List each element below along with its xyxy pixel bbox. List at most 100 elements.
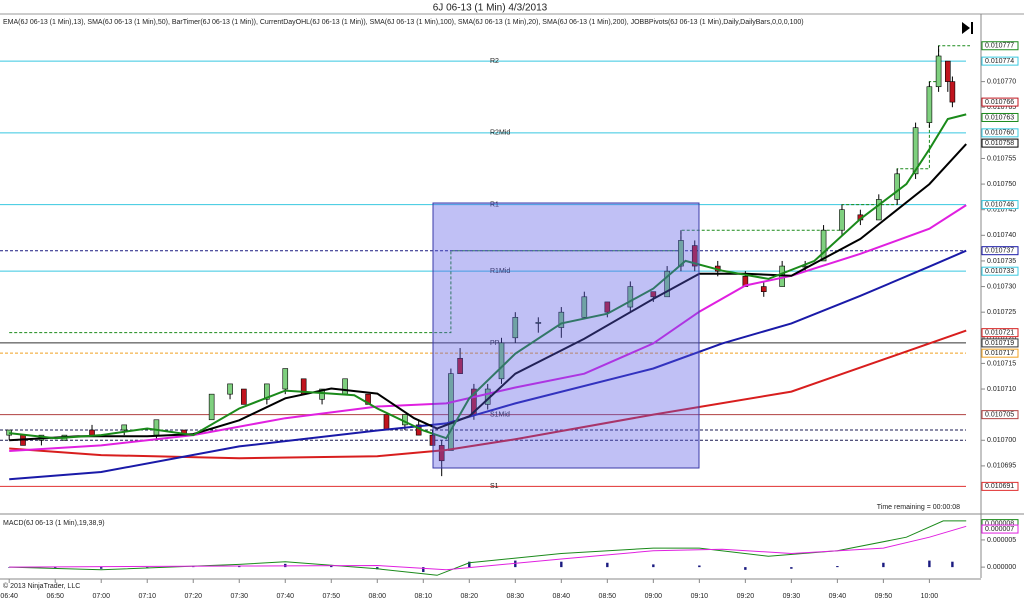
- candle-body: [153, 419, 160, 436]
- y-tick-label: 0.010745: [987, 207, 1016, 214]
- axis-marker: [981, 338, 1019, 348]
- axis-marker: [981, 56, 1019, 66]
- axis-marker: [981, 328, 1019, 338]
- histogram-bar: [652, 564, 655, 568]
- axis-marker-label: 0.010717: [985, 350, 1014, 357]
- axis-marker-label: 0.010705: [985, 411, 1014, 418]
- axis-marker: [981, 128, 1019, 138]
- candle-body: [535, 322, 542, 324]
- histogram-bar: [951, 561, 954, 568]
- x-tick-label: 07:00: [92, 593, 110, 600]
- axis-marker: [981, 481, 1019, 491]
- candle-body: [935, 55, 942, 88]
- axis-marker: [981, 200, 1019, 210]
- x-tick-label: 08:10: [415, 593, 433, 600]
- candle-body: [208, 393, 215, 421]
- x-tick-label: 06:40: [0, 593, 18, 600]
- candle-body: [512, 316, 519, 339]
- histogram-bar: [192, 566, 195, 568]
- histogram-bar: [376, 567, 379, 570]
- candle-body: [438, 445, 445, 462]
- level-label: R1: [490, 201, 499, 208]
- candle-body: [820, 229, 827, 262]
- axis-marker: [981, 266, 1019, 276]
- candle-body: [498, 342, 505, 380]
- candle-body: [581, 296, 588, 318]
- y-tick-label: 0.010715: [987, 360, 1016, 367]
- level-label: S1: [490, 483, 499, 490]
- y-tick-label: 0.000000: [987, 564, 1016, 571]
- histogram-bar: [744, 567, 747, 570]
- y-tick-label: 0.010735: [987, 258, 1016, 265]
- candle-body: [558, 311, 565, 328]
- candle-body: [342, 378, 348, 395]
- indicator-line: [9, 520, 967, 576]
- y-tick-label: 0.000005: [987, 537, 1016, 544]
- y-tick-label: 0.010695: [987, 463, 1016, 470]
- y-tick-label: 0.010720: [987, 335, 1016, 342]
- y-tick-label: 0.010770: [987, 78, 1016, 85]
- axis-marker-label: 0.010737: [985, 248, 1014, 255]
- axis-marker-label: 0.010721: [985, 330, 1014, 337]
- x-tick-label: 08:00: [369, 593, 387, 600]
- axis-marker-label: 0.010746: [985, 201, 1014, 208]
- histogram-bar: [928, 560, 931, 568]
- x-tick-label: 07:50: [323, 593, 341, 600]
- indicator-list: EMA(6J 06-13 (1 Min),13), SMA(6J 06-13 (…: [3, 19, 804, 26]
- axis-marker-label: 0.010719: [985, 340, 1014, 347]
- x-tick-label: 08:30: [507, 593, 525, 600]
- axis-marker-label: 0.010758: [985, 140, 1014, 147]
- play-button[interactable]: [962, 22, 973, 34]
- axis-marker-label: 0.010733: [985, 268, 1014, 275]
- candle-body: [429, 434, 436, 446]
- y-tick-label: 0.010740: [987, 232, 1016, 239]
- histogram-bar: [100, 567, 103, 569]
- x-tick-label: 07:40: [276, 593, 294, 600]
- candle-body: [241, 388, 247, 405]
- x-tick-label: 09:30: [783, 593, 801, 600]
- x-tick-label: 08:20: [461, 593, 479, 600]
- axis-marker-label: 0.000008: [985, 520, 1014, 527]
- axis-marker: [981, 138, 1019, 148]
- level-label: R2: [490, 58, 499, 65]
- candle-body: [912, 127, 919, 175]
- indicator-line: [9, 113, 967, 440]
- candle-body: [839, 209, 845, 231]
- chart-title: 6J 06-13 (1 Min) 4/3/2013: [433, 3, 548, 14]
- y-tick-label: 0.010730: [987, 283, 1016, 290]
- axis-marker-label: 0.010774: [985, 58, 1014, 65]
- y-tick-label: 0.010755: [987, 155, 1016, 162]
- axis-marker-label: 0.000007: [985, 526, 1014, 533]
- histogram-bar: [606, 562, 609, 568]
- level-label: PP: [490, 340, 500, 347]
- x-tick-label: 10:00: [921, 593, 939, 600]
- axis-marker-label: 0.010766: [985, 99, 1014, 106]
- candle-body: [691, 245, 698, 267]
- indicator-line: [9, 249, 967, 481]
- x-tick-label: 09:10: [691, 593, 709, 600]
- macd-title: MACD(6J 06-13 (1 Min),19,38,9): [3, 520, 105, 527]
- candle-body: [448, 373, 454, 451]
- level-label: S1Mid: [490, 411, 510, 418]
- candle-body: [760, 286, 767, 292]
- histogram-bar: [468, 561, 471, 568]
- y-tick-label: 0.010750: [987, 181, 1016, 188]
- histogram-bar: [790, 567, 793, 569]
- axis-marker: [981, 410, 1019, 420]
- axis-marker-label: 0.010691: [985, 483, 1014, 490]
- x-tick-label: 09:00: [645, 593, 663, 600]
- copyright: © 2013 NinjaTrader, LLC: [3, 582, 80, 590]
- x-tick-label: 09:50: [875, 593, 893, 600]
- x-tick-label: 07:30: [230, 593, 248, 600]
- candle-body: [875, 199, 882, 221]
- candle-body: [89, 429, 95, 436]
- x-tick-label: 06:50: [46, 593, 64, 600]
- candle-body: [894, 173, 900, 200]
- axis-marker: [981, 524, 1019, 534]
- x-tick-label: 07:20: [184, 593, 202, 600]
- axis-marker-label: 0.010777: [985, 43, 1014, 50]
- x-tick-label: 07:10: [138, 593, 156, 600]
- candle-body: [664, 270, 670, 298]
